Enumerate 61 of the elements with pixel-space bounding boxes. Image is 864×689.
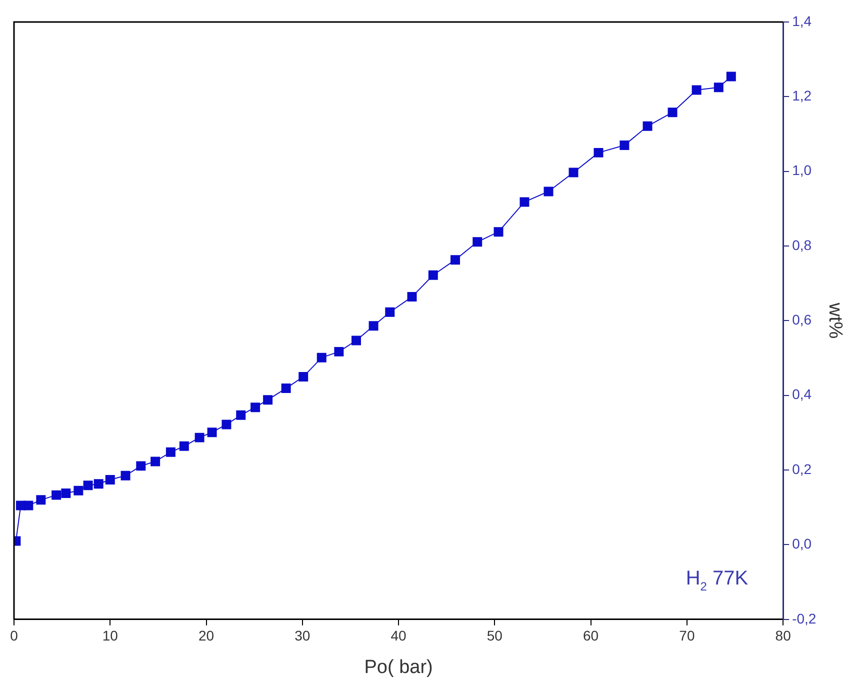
y-tick-label: -0,2	[792, 610, 816, 626]
point	[136, 461, 146, 471]
point	[83, 480, 93, 490]
x-tick-label: 30	[294, 628, 310, 644]
point	[298, 372, 308, 382]
point	[166, 447, 176, 457]
point	[61, 488, 71, 498]
x-tick-label: 50	[486, 628, 503, 644]
y-axis-title: wt%	[824, 302, 846, 339]
x-axis-title: Po( bar)	[364, 656, 433, 678]
y-tick-label: 0,6	[792, 312, 812, 328]
x-tick-label: 20	[198, 628, 214, 644]
point	[407, 292, 417, 302]
point	[52, 490, 62, 500]
y-tick-label: 0,0	[792, 536, 812, 552]
point	[368, 321, 378, 331]
point	[692, 85, 702, 95]
point	[668, 108, 678, 118]
point	[428, 270, 438, 280]
x-tick-label: 60	[583, 628, 599, 644]
point	[385, 307, 395, 317]
point	[24, 500, 34, 510]
point	[36, 495, 46, 505]
point	[544, 186, 554, 196]
point	[450, 255, 460, 265]
point	[568, 168, 578, 178]
x-tick-label: 80	[775, 628, 792, 644]
point	[207, 428, 217, 438]
point	[351, 336, 361, 346]
point	[494, 227, 504, 237]
point	[714, 82, 724, 92]
y-tick-label: 0,2	[792, 460, 812, 477]
point	[316, 352, 326, 362]
point	[236, 410, 246, 420]
point	[179, 441, 189, 451]
y-tick-label: 0,4	[792, 386, 812, 402]
point	[642, 121, 652, 131]
point	[105, 475, 115, 484]
point	[281, 384, 291, 394]
point	[120, 470, 130, 480]
point	[472, 237, 482, 247]
point	[334, 346, 344, 356]
y-tick-label: 1,2	[792, 88, 812, 104]
point	[263, 395, 273, 405]
x-tick-label: 40	[390, 628, 407, 644]
x-tick-label: 0	[10, 628, 18, 644]
y-tick-label: 1,4	[792, 12, 812, 29]
point	[620, 140, 630, 150]
point	[150, 456, 160, 466]
point	[74, 486, 84, 496]
y-tick-label: 1,0	[792, 162, 812, 178]
point	[222, 420, 232, 430]
point	[250, 402, 260, 412]
x-tick-label: 10	[102, 628, 118, 644]
point	[726, 72, 736, 82]
point	[194, 432, 204, 442]
y-tick-label: 0,8	[792, 236, 812, 253]
point	[94, 479, 104, 489]
x-tick-label: 70	[679, 628, 695, 644]
point	[594, 148, 604, 158]
point	[520, 197, 530, 207]
